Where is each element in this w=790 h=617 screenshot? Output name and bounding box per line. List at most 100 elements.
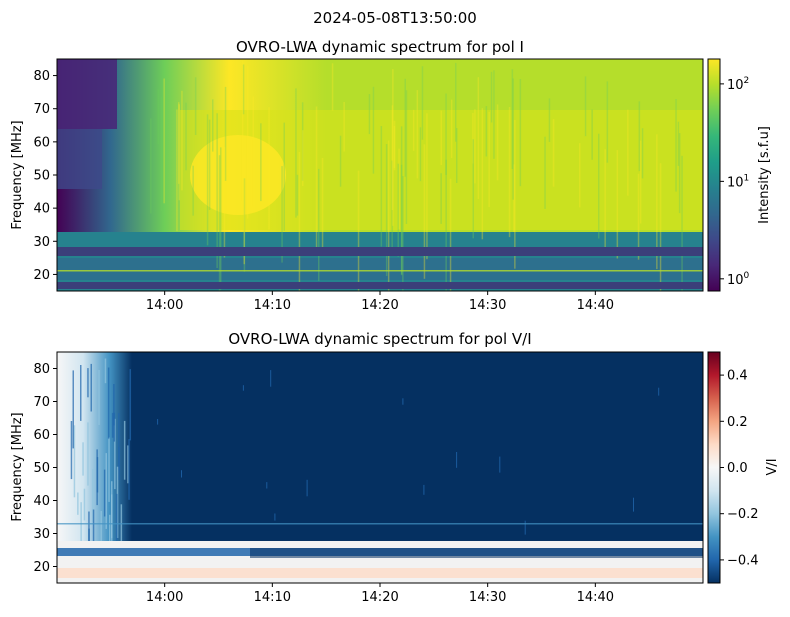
panel1-streak [315, 106, 318, 256]
panel1-streak [268, 107, 270, 230]
panel1-streak [472, 112, 474, 164]
panel1-streak [281, 166, 283, 263]
panel1-y-axis: 20 30 40 50 60 70 80 [33, 69, 57, 283]
panel2-streak [87, 422, 89, 486]
panel2-streak [80, 502, 82, 554]
panel1-streak [372, 86, 375, 174]
panel1-streak [440, 173, 442, 224]
panel2-speck [270, 370, 272, 387]
panel2-streaks [70, 358, 660, 580]
panel2-streak [118, 413, 120, 471]
panel1-x-axis: 14:00 14:10 14:20 14:30 14:40 [146, 291, 614, 313]
panel2-streak [108, 437, 110, 502]
panel1-streak [616, 150, 619, 259]
panel1-streak [598, 133, 600, 239]
panel1-streak [678, 133, 681, 214]
panel1-streak [192, 165, 194, 216]
panel2-streak [96, 449, 98, 506]
panel1-streak [302, 130, 304, 186]
panel1-streak [243, 178, 246, 272]
panel1-streak [512, 78, 514, 200]
panel2-speck [181, 470, 182, 478]
panel1-streak [490, 71, 493, 123]
panel1-streak [368, 94, 371, 135]
panel1-streak [393, 120, 396, 171]
panel2-streak [105, 453, 107, 529]
panel1-colorbar-label: Intensity [s.f.u] [757, 126, 772, 224]
panel2-streak [72, 370, 74, 449]
panel1-ylabel: Frequency [MHz] [10, 120, 25, 229]
panel1-early-dark [57, 59, 117, 129]
panel2-xtick-label-1420: 14:20 [361, 590, 398, 605]
panel1-ytick-label-60: 60 [33, 135, 50, 150]
panel1-streak [176, 109, 178, 232]
panel1-streak [387, 140, 390, 291]
panel1-streak [584, 76, 587, 137]
panel2-speck [499, 456, 501, 473]
panel1-rfi-line [57, 270, 703, 272]
panel1-streak [157, 89, 159, 144]
panel2-title: OVRO-LWA dynamic spectrum for pol V/I [228, 330, 531, 348]
panel1-streak [641, 128, 644, 179]
panel1-streak [393, 125, 396, 168]
panel1-streak [246, 66, 249, 219]
panel1-colorbar-gradient [707, 58, 721, 292]
panel2-streak [104, 358, 107, 384]
panel2-ytick-label-80: 80 [33, 362, 50, 377]
panel1-streak [419, 127, 422, 182]
panel1-streak [380, 126, 383, 247]
panel1-xtick-label-1420: 14:20 [361, 298, 398, 313]
panel1-xtick-label-1400: 14:00 [146, 298, 183, 313]
panel1-rfi-band-lower [57, 282, 703, 289]
panel1-colorbar: 100 101 102 Intensity [s.f.u] [707, 58, 772, 292]
panel1-streak [552, 119, 555, 187]
panel1-streak [445, 159, 447, 291]
panel1-ytick-label-20: 20 [33, 268, 50, 283]
panel2-streak [129, 369, 131, 441]
panel1-streak [496, 104, 499, 181]
panel1-streak [412, 109, 415, 151]
panel1-streak [606, 81, 609, 163]
panel2-streak [111, 494, 113, 539]
panel1-streak [402, 176, 404, 291]
panel1-streak [675, 99, 677, 192]
panel1-streaks [57, 59, 683, 291]
panel2-streak [114, 418, 116, 490]
panel2-streak [116, 493, 118, 551]
panel1-streak [392, 69, 394, 226]
panel2-colorbar-label: V/I [765, 458, 780, 475]
panel1-streak [455, 62, 457, 142]
panel2-streak [73, 425, 76, 498]
panel1-streak [477, 77, 480, 199]
panel1-streak [404, 78, 406, 177]
panel1-streak [295, 88, 297, 218]
panel2-colorbar: −0.4 −0.2 0.0 0.2 0.4 V/I [707, 351, 780, 584]
panel1-streak [220, 147, 222, 290]
panel1-streak [493, 70, 495, 159]
panel2-ytick-label-50: 50 [33, 461, 50, 476]
panel2-streak [111, 412, 114, 438]
panel1-colorbar-tick-label: 100 [727, 271, 750, 288]
panel1-streak [212, 99, 214, 152]
panel1-streak [339, 135, 342, 187]
panel1-colorbar-ticks: 100 101 102 [720, 76, 750, 288]
panel1-streak [659, 163, 662, 291]
panel1-streak [548, 98, 551, 142]
panel1-streak [472, 139, 474, 239]
panel2-colorbar-tick-label: 0.4 [727, 369, 748, 384]
panel2-streak [127, 445, 129, 484]
panel1-streak [252, 96, 254, 140]
panel2-streak [113, 412, 115, 442]
panel1-streak [150, 118, 152, 214]
panel1-streak [449, 178, 452, 291]
panel2-streak [87, 368, 89, 398]
panel1-streak [637, 173, 640, 260]
panel2-speck [242, 385, 244, 391]
panel2-ytick-label-70: 70 [33, 395, 50, 410]
panel2-low-freq-dark-strip [250, 548, 703, 558]
panel1-streak [639, 140, 642, 224]
panel2-streak [120, 504, 123, 550]
panel2-streak [100, 511, 102, 556]
panel1-streak [243, 155, 245, 265]
panel1-streak [301, 102, 304, 181]
